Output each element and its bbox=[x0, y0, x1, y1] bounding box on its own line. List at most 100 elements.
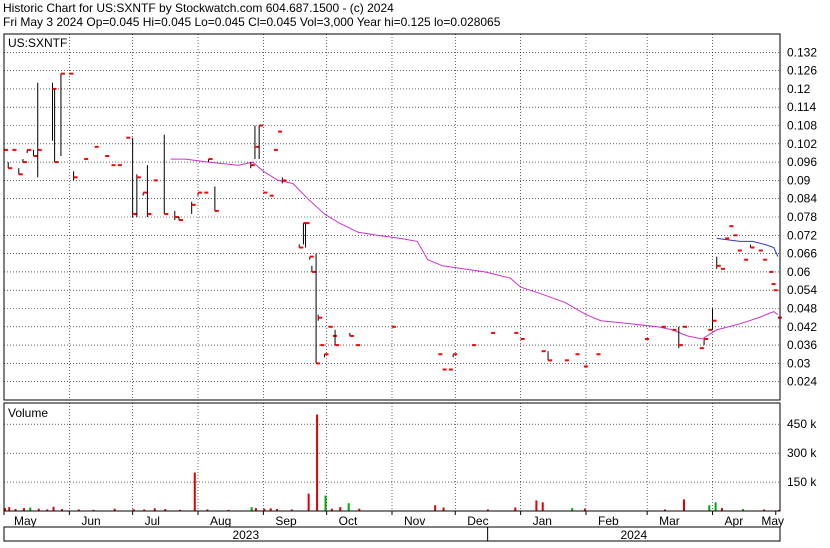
volume-bar bbox=[763, 509, 766, 511]
volume-bar bbox=[143, 509, 146, 511]
volume-bar bbox=[541, 502, 544, 511]
month-label: Nov bbox=[404, 514, 425, 528]
price-tick-label: 0.084 bbox=[787, 192, 817, 206]
volume-bar bbox=[276, 509, 279, 511]
volume-bar bbox=[153, 508, 156, 511]
volume-bar bbox=[164, 509, 167, 511]
price-tick-label: 0.078 bbox=[787, 210, 817, 224]
volume-bar bbox=[193, 472, 196, 511]
volume-axis-labels: 450 k 300 k 150 k bbox=[787, 417, 817, 489]
volume-bar bbox=[60, 509, 63, 511]
volume-bar bbox=[22, 508, 25, 511]
volume-bar bbox=[347, 503, 350, 511]
volume-panel-frame bbox=[3, 402, 781, 512]
month-label: Jul bbox=[145, 514, 160, 528]
volume-bar bbox=[316, 414, 319, 511]
price-tick-label: 0.054 bbox=[787, 283, 817, 297]
volume-bar bbox=[583, 508, 586, 511]
month-label: Sep bbox=[275, 514, 297, 528]
month-label: Jun bbox=[81, 514, 100, 528]
month-gridlines bbox=[3, 34, 777, 515]
volume-bar bbox=[307, 493, 310, 511]
volume-tick-label: 150 k bbox=[787, 475, 817, 489]
price-tick-label: 0.096 bbox=[787, 155, 817, 169]
volume-bar bbox=[29, 507, 32, 511]
volume-bar bbox=[324, 495, 327, 511]
volume-bar bbox=[330, 508, 333, 511]
volume-panel-title: Volume bbox=[8, 406, 48, 420]
price-tick-label: 0.066 bbox=[787, 247, 817, 261]
price-tick-label: 0.102 bbox=[787, 137, 817, 151]
volume-bar bbox=[263, 508, 266, 511]
month-label: May bbox=[14, 514, 37, 528]
header-title: Historic Chart for US:SXNTF by Stockwatc… bbox=[3, 1, 394, 15]
month-label: Apr bbox=[725, 514, 744, 528]
volume-bar bbox=[250, 507, 253, 511]
price-tick-label: 0.126 bbox=[787, 64, 817, 78]
volume-bar bbox=[571, 508, 574, 511]
price-tick-label: 0.12 bbox=[787, 82, 811, 96]
volume-bar bbox=[720, 508, 723, 511]
volume-bar bbox=[4, 508, 6, 511]
month-label: Aug bbox=[210, 514, 231, 528]
month-axis-labels: May Jun Jul Aug Sep Oct Nov Dec Jan Feb Mar Apr May bbox=[14, 514, 784, 528]
volume-bar bbox=[442, 507, 445, 511]
volume-bar bbox=[179, 509, 182, 511]
price-tick-label: 0.09 bbox=[787, 173, 811, 187]
price-tick-label: 0.132 bbox=[787, 45, 817, 59]
volume-bar bbox=[14, 509, 17, 511]
month-label: Dec bbox=[467, 514, 488, 528]
price-tick-label: 0.114 bbox=[787, 100, 816, 114]
volume-tick-label: 450 k bbox=[787, 417, 817, 431]
volume-bar bbox=[37, 508, 40, 511]
volume-bar bbox=[290, 509, 293, 511]
year-strip-frame bbox=[3, 526, 781, 542]
price-tick-label: 0.024 bbox=[787, 375, 817, 389]
volume-bar bbox=[206, 509, 209, 511]
ma-short-line bbox=[716, 237, 779, 257]
price-gridlines bbox=[4, 51, 780, 383]
volume-bar bbox=[708, 505, 711, 511]
price-axis-labels: 0.132 0.126 0.12 0.114 0.108 0.102 0.096 0.09 0.… bbox=[787, 45, 817, 388]
volume-bar bbox=[52, 506, 55, 511]
volume-bar bbox=[227, 509, 230, 511]
month-label: May bbox=[761, 514, 784, 528]
volume-bar bbox=[113, 508, 116, 511]
price-tick-label: 0.042 bbox=[787, 320, 817, 334]
volume-bar bbox=[486, 509, 489, 511]
volume-bar bbox=[8, 507, 11, 511]
price-tick-label: 0.036 bbox=[787, 338, 817, 352]
volume-bar bbox=[434, 505, 437, 511]
volume-bar bbox=[254, 508, 257, 511]
month-label: Oct bbox=[339, 514, 358, 528]
price-tick-label: 0.06 bbox=[787, 265, 811, 279]
volume-bar bbox=[77, 509, 80, 511]
volume-bar bbox=[664, 509, 667, 511]
moving-averages bbox=[170, 158, 779, 340]
volume-bar bbox=[714, 502, 717, 511]
year-axis-labels: 2023 2024 bbox=[232, 527, 647, 542]
volume-bar bbox=[132, 509, 135, 511]
volume-bar bbox=[92, 509, 95, 511]
month-label: Mar bbox=[659, 514, 680, 528]
volume-bar bbox=[514, 507, 517, 511]
price-tick-label: 0.072 bbox=[787, 228, 817, 242]
volume-tick-label: 300 k bbox=[787, 446, 817, 460]
volume-bar bbox=[46, 509, 49, 511]
price-tick-label: 0.108 bbox=[787, 119, 817, 133]
header-stats: Fri May 3 2024 Op=0.045 Hi=0.045 Lo=0.04… bbox=[3, 15, 501, 29]
volume-bar bbox=[742, 509, 745, 511]
ma-long-line bbox=[170, 158, 779, 340]
volume-bar bbox=[535, 500, 538, 511]
volume-bar bbox=[269, 508, 272, 511]
year-label: 2023 bbox=[232, 528, 259, 542]
volume-bar bbox=[339, 507, 342, 511]
volume-bars bbox=[4, 414, 780, 512]
volume-bar bbox=[683, 499, 685, 511]
volume-bar bbox=[358, 508, 361, 511]
month-label: Feb bbox=[598, 514, 619, 528]
volume-gridlines bbox=[4, 423, 780, 483]
